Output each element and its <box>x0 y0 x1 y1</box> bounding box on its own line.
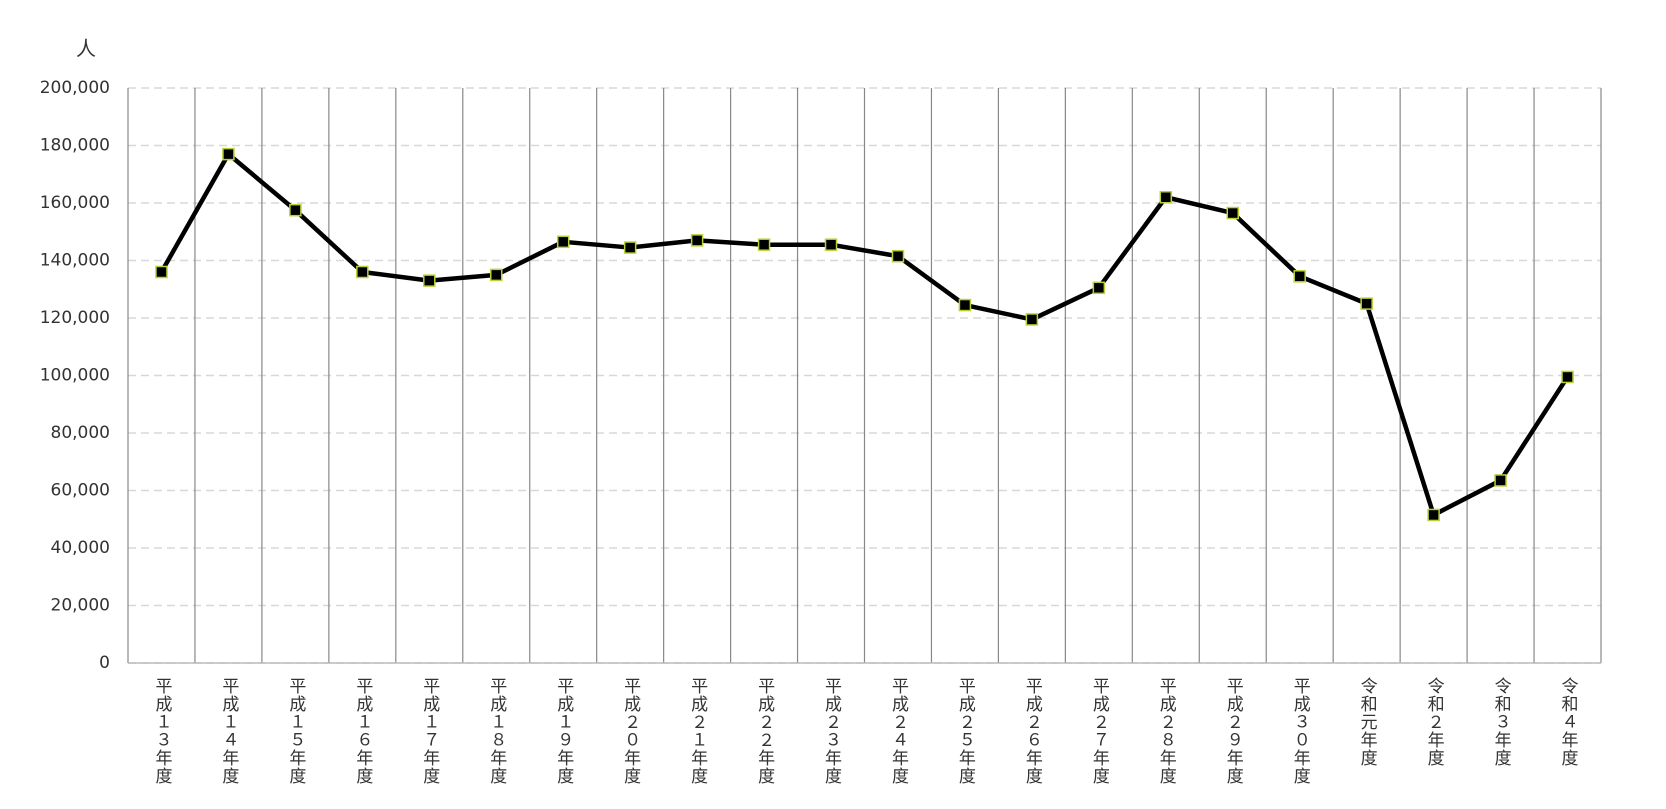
marker <box>1494 474 1507 487</box>
y-tick-label: 180,000 <box>40 136 110 156</box>
x-tick-label: 令和３年度 <box>1491 677 1512 767</box>
marker <box>155 265 168 279</box>
x-tick-label: 平成２５年度 <box>955 677 976 785</box>
x-tick-label: 平成２９年度 <box>1223 677 1244 785</box>
marker <box>1561 370 1574 384</box>
marker <box>423 274 436 287</box>
x-tick-label: 平成２０年度 <box>620 677 641 785</box>
x-tick-label: 平成２６年度 <box>1022 677 1043 785</box>
x-tick-label: 平成１６年度 <box>352 677 373 785</box>
marker <box>958 298 972 312</box>
marker <box>556 235 570 249</box>
y-tick-label: 40,000 <box>51 538 110 558</box>
marker <box>1092 281 1106 295</box>
marker <box>1293 270 1306 283</box>
marker <box>1360 297 1373 310</box>
marker <box>690 234 704 247</box>
y-tick-label: 20,000 <box>51 596 110 616</box>
y-tick-label: 100,000 <box>40 366 110 386</box>
y-tick-label: 60,000 <box>51 481 110 501</box>
marker <box>1226 206 1239 220</box>
marker <box>757 238 771 251</box>
x-tick-label: 令和４年度 <box>1558 677 1579 767</box>
marker <box>356 265 369 279</box>
marker <box>623 241 637 254</box>
x-tick-label: 令和元年度 <box>1357 677 1378 767</box>
x-tick-label: 平成２８年度 <box>1156 677 1177 785</box>
x-tick-label: 平成１９年度 <box>553 677 574 785</box>
x-tick-label: 平成２１年度 <box>687 677 708 785</box>
x-tick-label: 平成２３年度 <box>821 677 842 785</box>
y-tick-label: 120,000 <box>40 308 110 328</box>
x-tick-label: 平成２７年度 <box>1089 677 1110 785</box>
x-tick-label: 平成３０年度 <box>1290 677 1311 785</box>
x-tick-label: 平成１８年度 <box>486 677 507 785</box>
marker <box>1427 508 1440 522</box>
y-tick-label: 0 <box>99 653 110 673</box>
y-axis-unit: 人 <box>76 37 96 61</box>
x-tick-label: 平成２４年度 <box>888 677 909 785</box>
marker <box>1025 313 1039 326</box>
x-tick-label: 平成１５年度 <box>285 677 306 785</box>
y-tick-label: 200,000 <box>40 78 110 98</box>
marker <box>824 238 838 251</box>
x-tick-label: 平成１３年度 <box>151 677 172 785</box>
marker <box>222 147 235 161</box>
x-tick-label: 平成１７年度 <box>419 677 440 785</box>
line-series <box>159 151 1570 518</box>
y-tick-label: 140,000 <box>40 251 110 271</box>
marker <box>490 268 503 282</box>
marker <box>1159 191 1173 204</box>
x-tick-label: 平成１４年度 <box>218 677 239 785</box>
y-tick-label: 80,000 <box>51 423 110 443</box>
x-tick-label: 平成２２年度 <box>754 677 775 785</box>
marker <box>891 249 905 263</box>
marker <box>289 203 302 217</box>
x-tick-label: 令和２年度 <box>1424 677 1445 767</box>
y-tick-label: 160,000 <box>40 193 110 213</box>
